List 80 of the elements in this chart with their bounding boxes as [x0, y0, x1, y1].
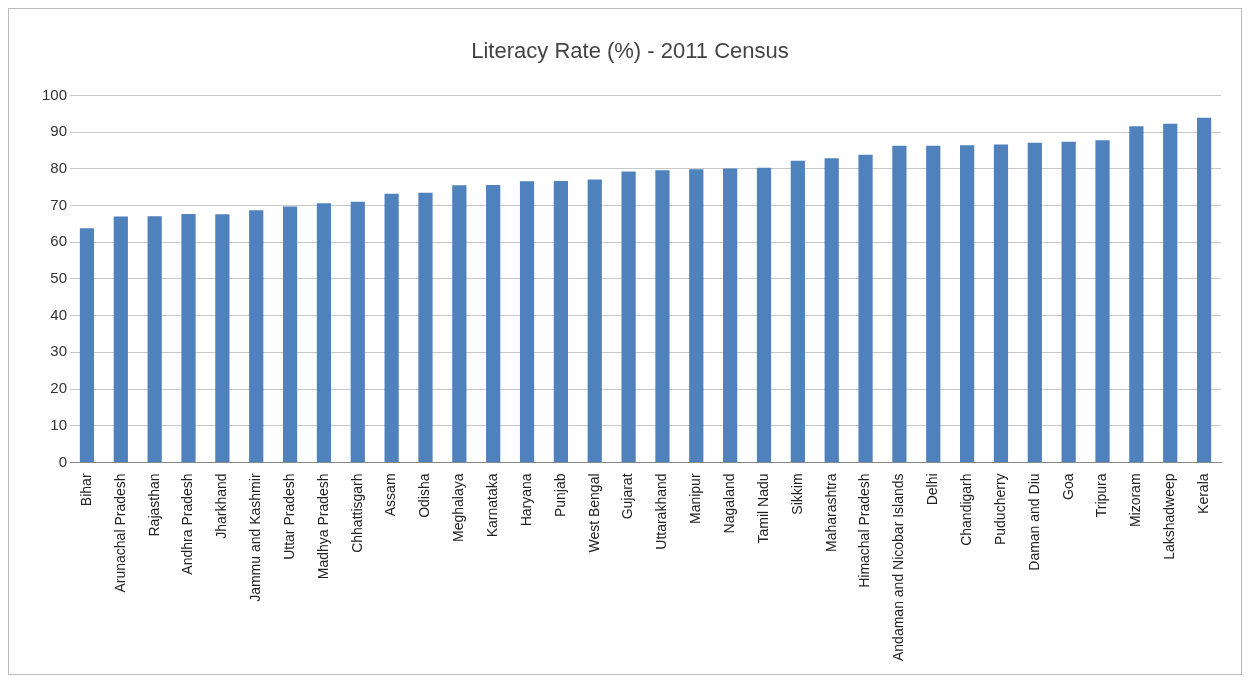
x-tick-label: Punjab	[551, 473, 568, 518]
bar	[1061, 141, 1076, 462]
bar	[316, 203, 332, 462]
bar	[993, 144, 1009, 462]
y-tick-label: 50	[50, 269, 68, 287]
x-tick-label: Andaman and Nicobar Islands	[890, 473, 907, 661]
x-tick-label: Gujarat	[619, 473, 636, 520]
x-tick-label: Tripura	[1093, 473, 1110, 518]
x-tick-label: Andhra Pradesh	[179, 473, 196, 575]
x-tick-label: Rajasthan	[145, 473, 162, 537]
y-tick-label: 80	[50, 158, 68, 176]
x-tick-label: Lakshadweep	[1161, 473, 1178, 560]
bar	[1027, 142, 1042, 462]
bar	[824, 158, 839, 462]
bar	[858, 154, 873, 462]
bar	[1163, 123, 1178, 462]
bar	[587, 179, 602, 462]
x-tick-label: Puducherry	[991, 473, 1008, 546]
bar	[621, 171, 636, 462]
x-tick-label: Arunachal Pradesh	[111, 473, 128, 593]
chart-title: Literacy Rate (%) - 2011 Census	[471, 38, 789, 64]
bar	[418, 192, 433, 462]
x-tick-label: Karnataka	[484, 473, 501, 538]
x-tick-label: Mizoram	[1127, 473, 1144, 528]
x-tick-label: Maharashtra	[822, 473, 839, 553]
y-tick-label: 70	[50, 195, 68, 213]
bar	[655, 170, 670, 462]
x-tick-label: Himachal Pradesh	[856, 473, 873, 588]
bar	[1095, 140, 1110, 462]
x-tick-label: Tamil Nadu	[754, 473, 771, 544]
y-tick-label: 10	[50, 415, 68, 433]
bar	[147, 216, 162, 462]
x-tick-label: Haryana	[517, 473, 534, 527]
bar	[181, 213, 196, 462]
x-tick-label: Bihar	[77, 473, 94, 507]
x-tick-label: Meghalaya	[450, 473, 467, 542]
x-tick-label: Assam	[382, 473, 399, 517]
bar	[926, 145, 941, 462]
y-tick-label: 0	[58, 452, 68, 470]
x-tick-label: Uttar Pradesh	[280, 473, 297, 560]
x-tick-label: Chhattisgarh	[348, 473, 365, 553]
x-tick-label: Delhi	[924, 473, 941, 506]
x-tick-label: Jharkhand	[213, 473, 230, 539]
x-tick-label: Sikkim	[788, 473, 805, 515]
bar	[1129, 126, 1144, 462]
y-tick-label: 20	[50, 379, 68, 397]
x-tick-label: Odisha	[416, 473, 433, 518]
bar	[452, 185, 467, 462]
bar	[756, 167, 772, 462]
bar	[553, 180, 568, 462]
bar	[215, 214, 230, 462]
x-tick-label: West Bengal	[585, 473, 602, 553]
x-tick-label: Uttarakhand	[653, 473, 670, 550]
bar	[486, 184, 501, 462]
x-tick-label: Madhya Pradesh	[314, 473, 331, 580]
bar	[790, 160, 805, 462]
y-tick-label: 100	[42, 85, 68, 103]
bar	[384, 193, 399, 462]
bar	[350, 201, 365, 462]
bar	[249, 210, 264, 462]
x-tick-label: Goa	[1059, 473, 1076, 500]
x-tick-label: Jammu and Kashmir	[247, 473, 264, 602]
y-tick-label: 40	[50, 305, 68, 323]
bar	[960, 145, 975, 462]
bar	[282, 206, 298, 462]
x-tick-label: Manipur	[687, 473, 704, 525]
bar	[1196, 117, 1212, 462]
bar	[723, 168, 738, 462]
bar	[519, 181, 535, 462]
bar	[79, 228, 95, 462]
bar	[689, 169, 704, 462]
x-tick-label: Kerala	[1194, 473, 1211, 514]
y-tick-label: 60	[50, 232, 68, 250]
bar	[113, 216, 128, 462]
x-tick-label: Chandigarh	[957, 473, 974, 546]
x-tick-label: Nagaland	[721, 473, 737, 534]
y-tick-label: 90	[50, 122, 68, 140]
x-tick-label: Daman and Diu	[1025, 473, 1042, 571]
y-tick-label: 30	[50, 342, 68, 360]
bar	[892, 145, 907, 462]
